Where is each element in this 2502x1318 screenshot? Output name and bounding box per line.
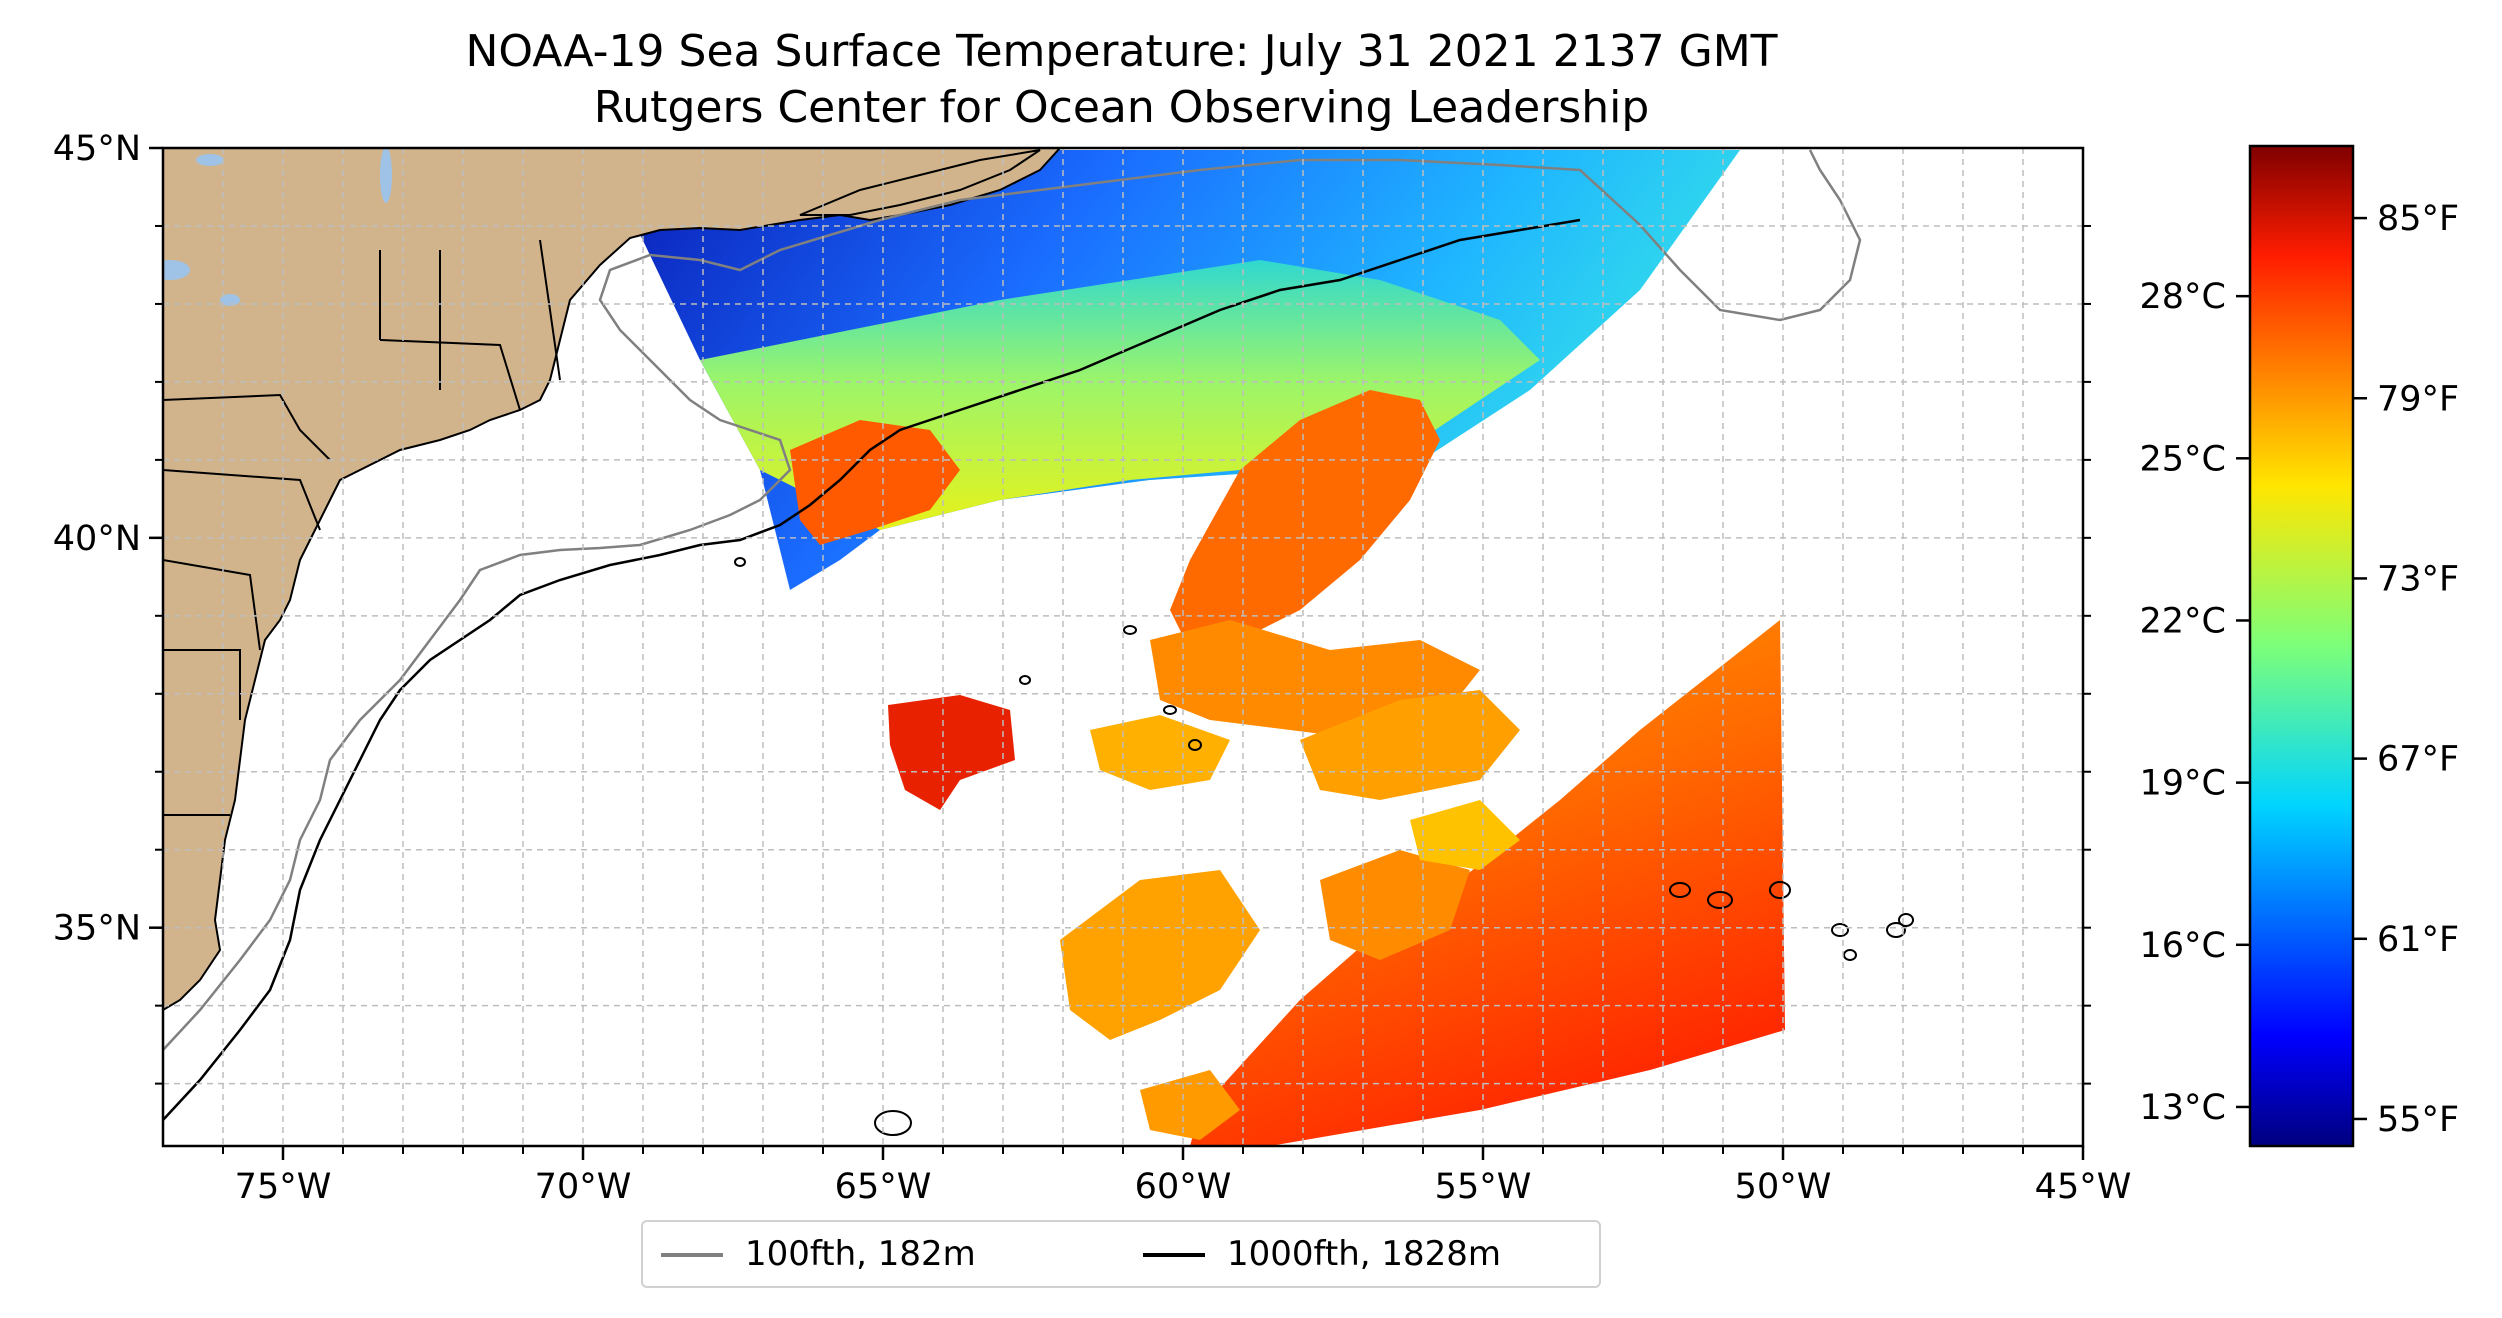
x-tick-label: 75°W [235,1167,332,1207]
x-tick-label: 65°W [835,1167,932,1207]
sst-patch [1170,390,1440,650]
sst-patch [1410,800,1520,870]
colorbar-f-label: 85°F [2377,199,2459,239]
colorbar-f-label: 79°F [2377,379,2459,419]
state-borders [163,239,561,816]
isobath-100fth [163,149,1862,1051]
sst-patch [888,695,1015,810]
colorbar-f-label: 61°F [2377,920,2459,960]
colorbar [2248,144,2355,1148]
legend: 100fth, 182m 1000fth, 1828m [641,1220,1601,1288]
sst-patch [1140,1070,1240,1140]
colorbar-f-label: 67°F [2377,740,2459,780]
colorbar-c-label: 28°C [2140,277,2226,317]
y-tick-label: 45°N [53,129,141,169]
sst-warm-wedge [790,420,960,545]
seamounts [734,557,1914,1136]
colorbar-c-label: 16°C [2140,926,2226,966]
colorbar-c-label: 22°C [2140,601,2226,641]
colorbar-f-label: 55°F [2377,1100,2459,1140]
legend-label-100fth: 100fth, 182m [745,1234,976,1274]
legend-label-1000fth: 1000fth, 1828m [1227,1234,1502,1274]
legend-swatch-100fth [661,1253,723,1257]
land-maritimes [799,149,1041,216]
y-tick-label: 35°N [53,909,141,949]
colorbar-c-label: 25°C [2140,439,2226,479]
chart-title: NOAA-19 Sea Surface Temperature: July 31… [465,26,1778,77]
lakes [163,148,392,306]
colorbar-f-label: 73°F [2377,559,2459,599]
sst-patch [1060,870,1260,1040]
x-tick-label: 70°W [535,1167,632,1207]
colorbar-c-label: 19°C [2140,764,2226,804]
isobath-1000fth [163,218,1581,1121]
y-tick-label: 40°N [53,519,141,559]
x-tick-label: 45°W [2035,1167,2132,1207]
chart-subtitle: Rutgers Center for Ocean Observing Leade… [593,82,1650,133]
graticule [163,148,2083,1146]
x-tick-label: 55°W [1435,1167,1532,1207]
x-tick-label: 50°W [1735,1167,1832,1207]
sst-swath-south [1190,620,1785,1146]
x-tick-label: 60°W [1135,1167,1232,1207]
colorbar-c-label: 13°C [2140,1088,2226,1128]
sst-patch [1320,850,1470,960]
legend-swatch-1000fth [1143,1253,1205,1257]
